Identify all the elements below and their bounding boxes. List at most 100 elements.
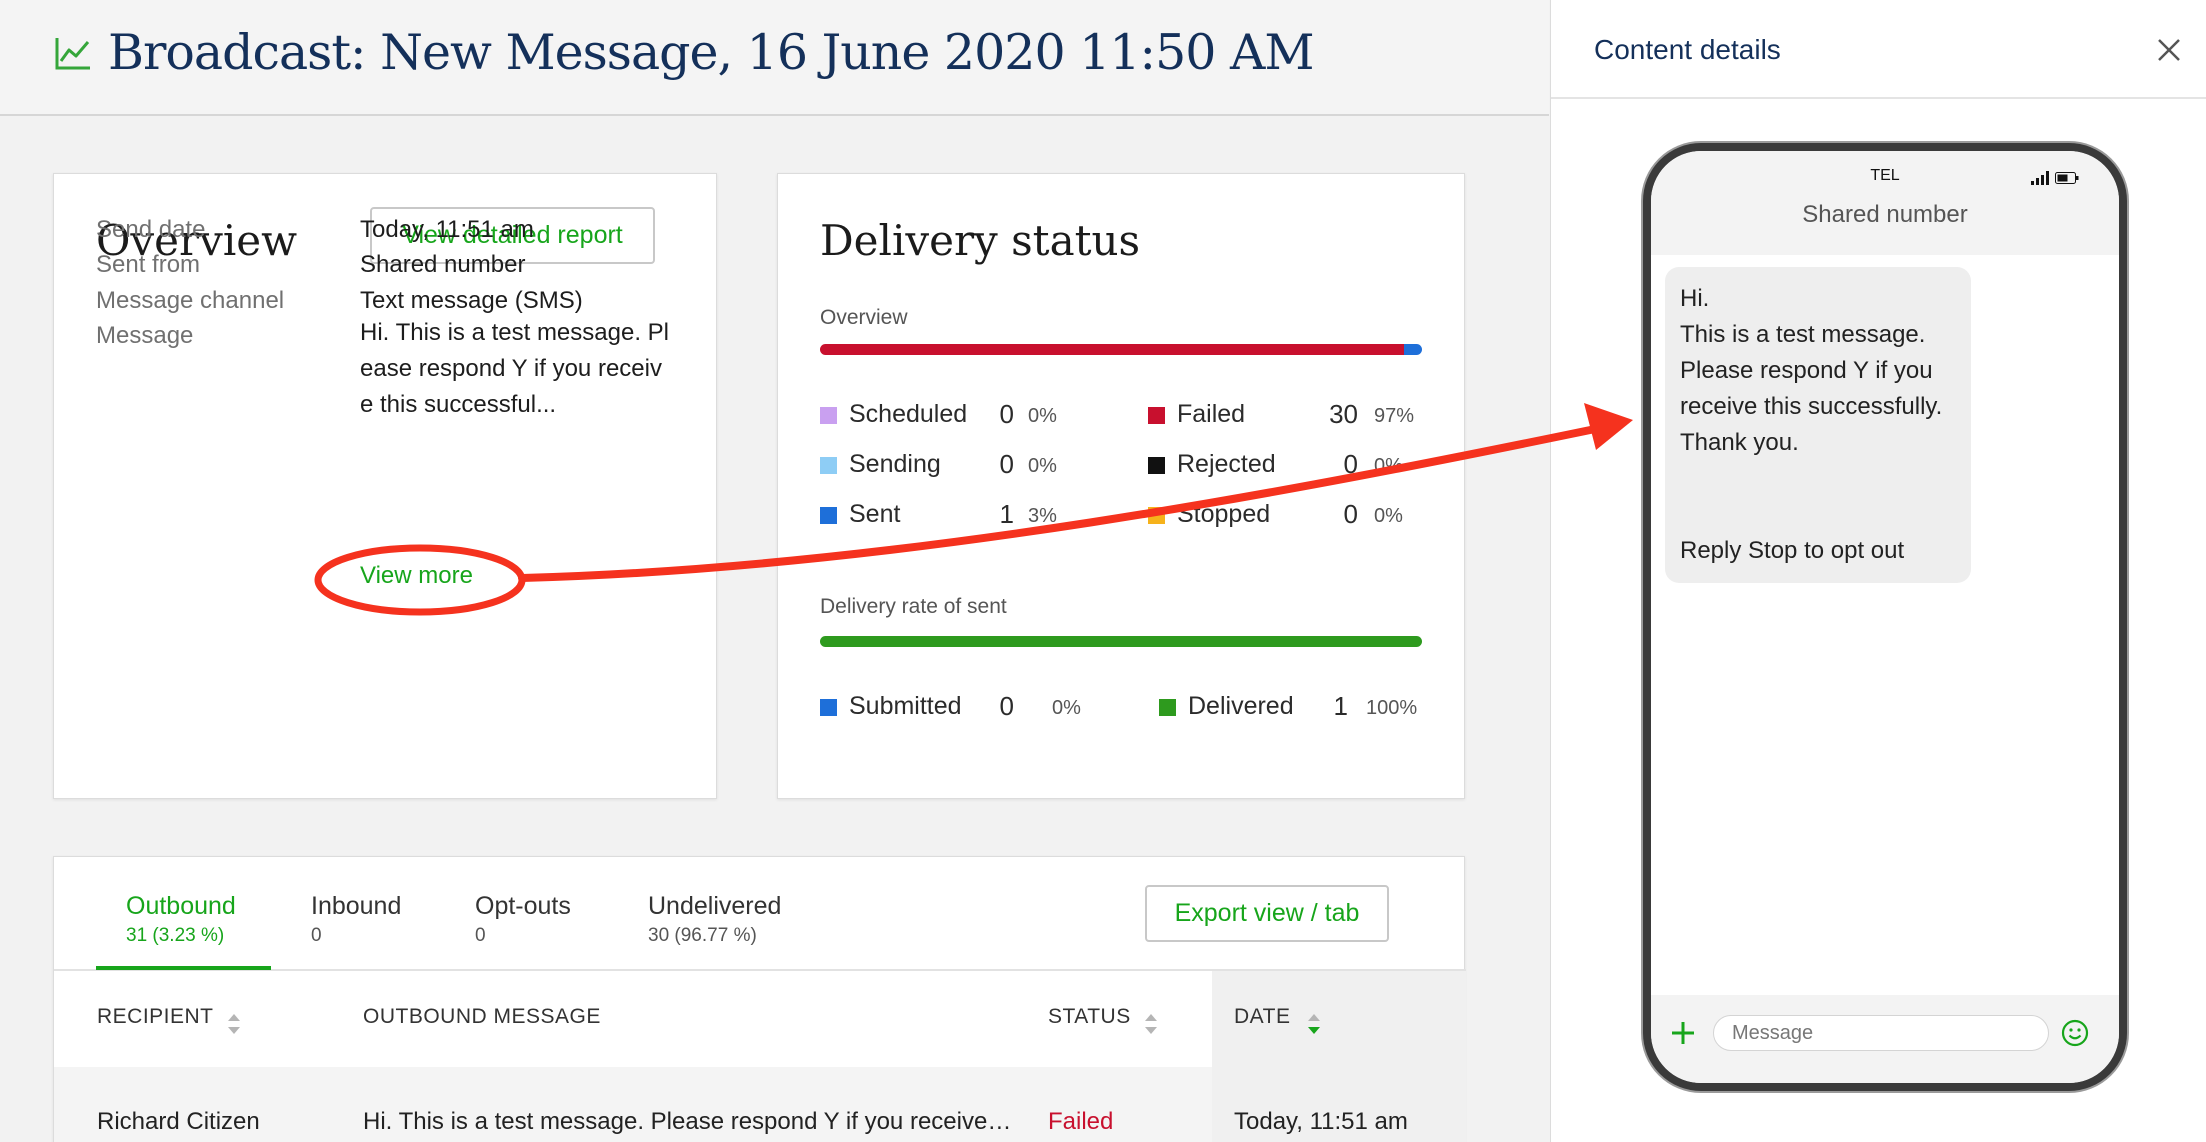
submitted-swatch <box>820 699 837 716</box>
rejected-label: Rejected <box>1177 450 1276 478</box>
signal-icon <box>2031 171 2049 185</box>
tab-inbound[interactable]: Inbound 0 <box>311 892 401 947</box>
export-view-button[interactable]: Export view / tab <box>1145 885 1389 942</box>
panel-title: Content details <box>1594 34 1781 65</box>
message-line: Please respond Y if you <box>1680 357 1933 384</box>
plus-icon[interactable] <box>1669 1019 1697 1047</box>
delivery-status-card: Delivery status Overview Scheduled 0 0% … <box>777 173 1465 799</box>
carrier-label: TEL <box>1870 167 1900 184</box>
tab-undelivered-label: Undelivered <box>648 892 782 920</box>
message-input[interactable] <box>1713 1015 2049 1051</box>
message-line: Hi. <box>1680 285 1710 312</box>
outbound-message-column-header: OUTBOUND MESSAGE <box>363 1005 601 1028</box>
sort-icon[interactable] <box>1144 1011 1158 1037</box>
message-cell: Hi. This is a test message. Please respo… <box>363 1108 1012 1135</box>
recipient-column-header[interactable]: RECIPIENT <box>97 1005 214 1028</box>
overview-bar-label: Overview <box>820 306 908 329</box>
tab-opt-outs-count: 0 <box>475 925 486 946</box>
sent-from-value: Shared number <box>360 251 526 278</box>
delivery-rate-bar <box>820 636 1422 647</box>
status-cell: Failed <box>1048 1108 1114 1135</box>
message-preview: Hi. This is a test message. Please respo… <box>360 319 669 418</box>
view-detailed-report-button[interactable]: View detailed report <box>370 207 655 264</box>
sending-count: 0 <box>999 449 1014 479</box>
delivered-count: 1 <box>1333 691 1348 721</box>
stopped-count: 0 <box>1343 499 1358 529</box>
page-title: Broadcast: New Message, 16 June 2020 11:… <box>108 24 1315 81</box>
recipient-cell: Richard Citizen <box>97 1108 260 1135</box>
sort-icon[interactable] <box>227 1011 241 1037</box>
active-tab-indicator <box>96 966 271 970</box>
sending-pct: 0% <box>1028 455 1057 477</box>
tab-outbound-count: 31 (3.23 %) <box>126 925 225 946</box>
sending-swatch <box>820 457 837 474</box>
tab-undelivered[interactable]: Undelivered 30 (96.77 %) <box>648 892 781 947</box>
message-line: Reply Stop to opt out <box>1680 537 1905 564</box>
message-line: This is a test message. <box>1680 321 1926 348</box>
send-date-label: Send date <box>96 216 206 243</box>
rejected-pct: 0% <box>1374 455 1403 477</box>
battery-icon <box>2055 172 2079 184</box>
sent-segment <box>1403 344 1422 355</box>
sent-label: Sent <box>849 500 901 528</box>
line-chart-icon <box>55 38 90 70</box>
stopped-label: Stopped <box>1177 500 1271 528</box>
tab-undelivered-count: 30 (96.77 %) <box>648 925 757 946</box>
phone-status-bar: TEL Shared number <box>1651 151 2119 255</box>
sent-swatch <box>820 507 837 524</box>
page-header: Broadcast: New Message, 16 June 2020 11:… <box>0 0 1549 116</box>
table-row[interactable] <box>54 1067 1212 1142</box>
date-cell: Today, 11:51 am <box>1234 1108 1408 1135</box>
submitted-count: 0 <box>999 691 1014 721</box>
failed-label: Failed <box>1177 400 1246 428</box>
message-line <box>1680 497 1956 533</box>
scheduled-pct: 0% <box>1028 405 1057 427</box>
delivered-pct: 100% <box>1366 697 1418 719</box>
delivery-status-title: Delivery status <box>820 216 1141 265</box>
view-more-link[interactable]: View more <box>360 562 473 589</box>
status-column-header[interactable]: STATUS <box>1048 1005 1131 1028</box>
panel-header: Content details <box>1551 0 2206 99</box>
failed-swatch <box>1148 407 1165 424</box>
delivery-rate-label: Delivery rate of sent <box>820 595 1007 618</box>
tabs-divider <box>54 969 1466 971</box>
content-details-panel: Content details TEL Shared number Hi. Th… <box>1550 0 2206 1142</box>
sent-pct: 3% <box>1028 505 1057 527</box>
scheduled-count: 0 <box>999 399 1014 429</box>
message-line: Thank you. <box>1680 429 1799 456</box>
delivered-swatch <box>1159 699 1176 716</box>
close-icon[interactable] <box>2156 37 2182 63</box>
phone-compose-bar <box>1651 995 2119 1083</box>
emoji-icon[interactable] <box>2061 1019 2089 1047</box>
scheduled-swatch <box>820 407 837 424</box>
message-line <box>1680 461 1956 497</box>
phone-preview: TEL Shared number Hi. This is a test mes… <box>1643 143 2127 1091</box>
sending-label: Sending <box>849 450 941 478</box>
tab-inbound-label: Inbound <box>311 892 402 920</box>
rejected-swatch <box>1148 457 1165 474</box>
sent-count: 1 <box>999 499 1014 529</box>
stopped-pct: 0% <box>1374 505 1403 527</box>
stopped-swatch <box>1148 507 1165 524</box>
overview-title: Overview <box>96 216 298 265</box>
failed-pct: 97% <box>1374 405 1415 427</box>
tab-outbound-label: Outbound <box>126 892 236 920</box>
sender-name: Shared number <box>1802 201 1968 228</box>
submitted-label: Submitted <box>849 692 962 720</box>
scheduled-label: Scheduled <box>849 400 968 428</box>
message-channel-value: Text message (SMS) <box>360 287 583 314</box>
tab-outbound[interactable]: Outbound 31 (3.23 %) <box>126 892 236 947</box>
tab-opt-outs[interactable]: Opt-outs 0 <box>475 892 571 947</box>
sort-descending-icon[interactable] <box>1307 1011 1321 1037</box>
delivered-segment <box>820 636 1422 647</box>
submitted-pct: 0% <box>1052 697 1081 719</box>
failed-count: 30 <box>1329 399 1358 429</box>
sent-from-label: Sent from <box>96 251 201 278</box>
message-bubble: Hi. This is a test message. Please respo… <box>1665 267 1971 583</box>
message-channel-label: Message channel <box>96 287 285 314</box>
message-line: receive this successfully. <box>1680 393 1943 420</box>
tab-inbound-count: 0 <box>311 925 322 946</box>
failed-segment <box>820 344 1404 355</box>
date-column-header[interactable]: DATE <box>1234 1005 1291 1028</box>
message-label: Message <box>96 322 194 349</box>
